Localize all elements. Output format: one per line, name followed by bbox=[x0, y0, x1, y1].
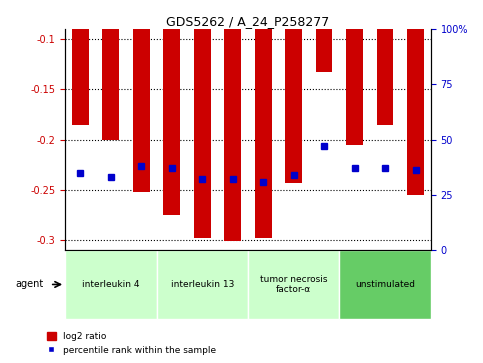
Bar bbox=[102, 0, 119, 139]
Bar bbox=[255, 0, 271, 238]
Text: tumor necrosis
factor-α: tumor necrosis factor-α bbox=[260, 275, 327, 294]
Text: interleukin 4: interleukin 4 bbox=[82, 280, 140, 289]
FancyBboxPatch shape bbox=[248, 250, 340, 319]
Bar bbox=[194, 0, 211, 238]
Bar bbox=[133, 0, 150, 192]
FancyBboxPatch shape bbox=[65, 250, 156, 319]
FancyBboxPatch shape bbox=[340, 250, 431, 319]
Bar bbox=[407, 0, 424, 195]
Text: unstimulated: unstimulated bbox=[355, 280, 415, 289]
Bar bbox=[163, 0, 180, 215]
Text: agent: agent bbox=[15, 280, 44, 289]
Bar bbox=[377, 0, 394, 125]
Bar bbox=[316, 0, 332, 72]
Legend: log2 ratio, percentile rank within the sample: log2 ratio, percentile rank within the s… bbox=[43, 329, 220, 359]
Bar bbox=[346, 0, 363, 144]
Text: interleukin 13: interleukin 13 bbox=[170, 280, 234, 289]
Bar bbox=[285, 0, 302, 183]
FancyBboxPatch shape bbox=[156, 250, 248, 319]
Bar bbox=[72, 0, 89, 125]
Title: GDS5262 / A_24_P258277: GDS5262 / A_24_P258277 bbox=[166, 15, 329, 28]
Bar bbox=[224, 0, 241, 241]
